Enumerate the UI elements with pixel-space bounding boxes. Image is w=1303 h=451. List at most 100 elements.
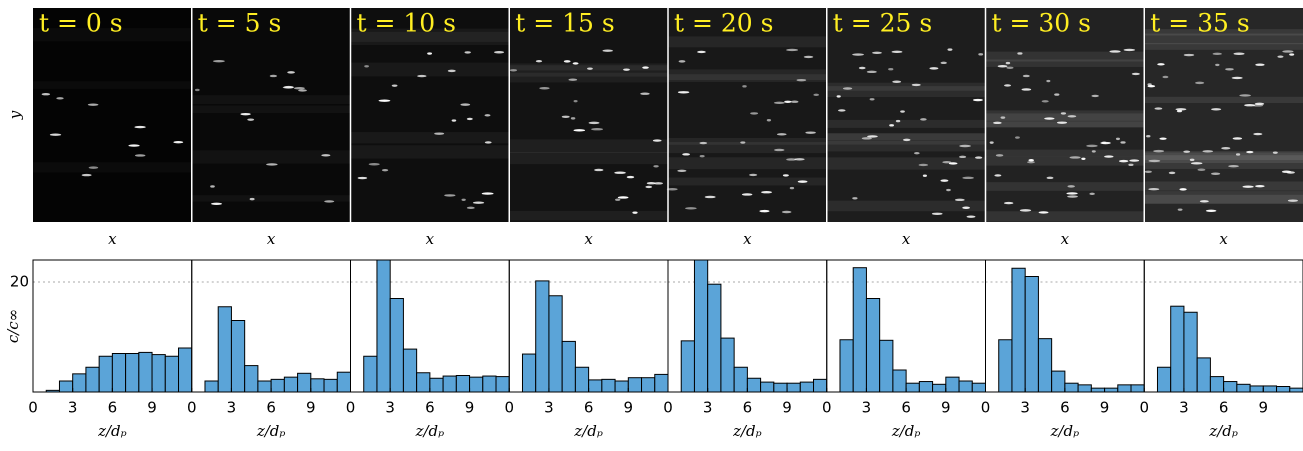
particle bbox=[293, 87, 305, 90]
particle bbox=[766, 119, 772, 122]
particle bbox=[1148, 159, 1161, 163]
particle bbox=[740, 141, 746, 144]
particle bbox=[1242, 185, 1254, 188]
particle bbox=[461, 198, 466, 201]
particle bbox=[790, 100, 799, 103]
particle bbox=[962, 176, 974, 180]
bar bbox=[733, 366, 748, 392]
x-tick-label: 0 bbox=[981, 399, 991, 417]
x-axis-label: z/dₚ bbox=[256, 422, 286, 440]
streak bbox=[33, 162, 192, 172]
particle bbox=[1017, 52, 1023, 55]
bar bbox=[336, 371, 351, 392]
bar bbox=[204, 380, 219, 392]
particle bbox=[324, 200, 335, 203]
particle bbox=[1197, 168, 1206, 171]
particle bbox=[742, 85, 747, 88]
bar bbox=[707, 283, 722, 392]
particle bbox=[685, 207, 697, 210]
particle bbox=[645, 185, 653, 189]
particle bbox=[947, 48, 953, 51]
particle bbox=[773, 101, 785, 105]
streak bbox=[985, 51, 1145, 62]
particle bbox=[269, 74, 277, 78]
streak bbox=[985, 156, 1145, 166]
streak bbox=[826, 200, 986, 212]
streak bbox=[1144, 152, 1303, 161]
particle bbox=[1028, 159, 1034, 162]
bar bbox=[1117, 384, 1132, 392]
particle bbox=[852, 53, 865, 56]
particle bbox=[677, 169, 687, 172]
bar bbox=[1262, 385, 1278, 392]
image-x-label: x bbox=[108, 230, 117, 248]
particle bbox=[1235, 153, 1241, 156]
bar bbox=[72, 373, 87, 392]
particle bbox=[942, 161, 952, 164]
bar bbox=[402, 348, 418, 392]
particle bbox=[561, 115, 570, 118]
bar bbox=[561, 340, 576, 392]
particle bbox=[1189, 158, 1195, 162]
particle bbox=[975, 156, 983, 159]
particle bbox=[1233, 52, 1245, 55]
streak bbox=[1144, 96, 1303, 104]
bar bbox=[945, 376, 960, 392]
bar bbox=[1051, 370, 1066, 392]
image bbox=[350, 8, 510, 222]
particle bbox=[1123, 48, 1136, 52]
particle bbox=[797, 180, 808, 183]
x-axis-label: z/dₚ bbox=[1208, 422, 1238, 440]
particle bbox=[677, 91, 690, 94]
bar bbox=[601, 378, 616, 392]
particle bbox=[995, 154, 1004, 157]
streak bbox=[826, 140, 986, 152]
particle bbox=[1086, 144, 1098, 148]
x-tick-label: 0 bbox=[28, 399, 38, 417]
image-title: t = 30 s bbox=[992, 9, 1091, 38]
particle bbox=[287, 71, 295, 74]
streak bbox=[985, 113, 1145, 128]
particle bbox=[1000, 116, 1006, 119]
particle bbox=[750, 112, 759, 115]
image-title: t = 35 s bbox=[1150, 9, 1249, 38]
bar bbox=[257, 380, 272, 392]
image bbox=[668, 8, 827, 222]
particle bbox=[464, 51, 471, 54]
image-title: t = 25 s bbox=[833, 9, 932, 38]
bar bbox=[1249, 385, 1264, 392]
particle bbox=[1168, 171, 1176, 175]
particle bbox=[653, 165, 659, 168]
streak bbox=[985, 110, 1145, 121]
particle bbox=[1046, 176, 1054, 180]
bar bbox=[839, 339, 854, 392]
bar bbox=[1196, 357, 1211, 392]
particle bbox=[966, 215, 976, 218]
particle bbox=[1177, 208, 1183, 211]
particle bbox=[911, 83, 921, 87]
streak bbox=[826, 119, 986, 128]
particle bbox=[682, 153, 690, 156]
x-tick-label: 3 bbox=[1020, 399, 1030, 417]
particle bbox=[784, 100, 792, 103]
particle bbox=[852, 197, 858, 200]
bar bbox=[693, 260, 709, 392]
bar bbox=[1223, 381, 1238, 392]
particle bbox=[1253, 132, 1263, 136]
particle bbox=[249, 197, 255, 201]
particle bbox=[805, 131, 816, 134]
particle bbox=[1190, 162, 1203, 165]
particle bbox=[481, 192, 494, 195]
image bbox=[985, 8, 1145, 222]
particle bbox=[1289, 53, 1295, 56]
particle bbox=[1146, 134, 1151, 138]
streak bbox=[192, 106, 351, 114]
image-title: t = 10 s bbox=[357, 9, 456, 38]
particle bbox=[494, 51, 505, 54]
particle bbox=[978, 53, 984, 56]
particle bbox=[1157, 63, 1165, 66]
particle bbox=[920, 118, 927, 121]
bar bbox=[1064, 382, 1079, 392]
particle bbox=[1128, 163, 1134, 167]
particle bbox=[892, 80, 902, 83]
